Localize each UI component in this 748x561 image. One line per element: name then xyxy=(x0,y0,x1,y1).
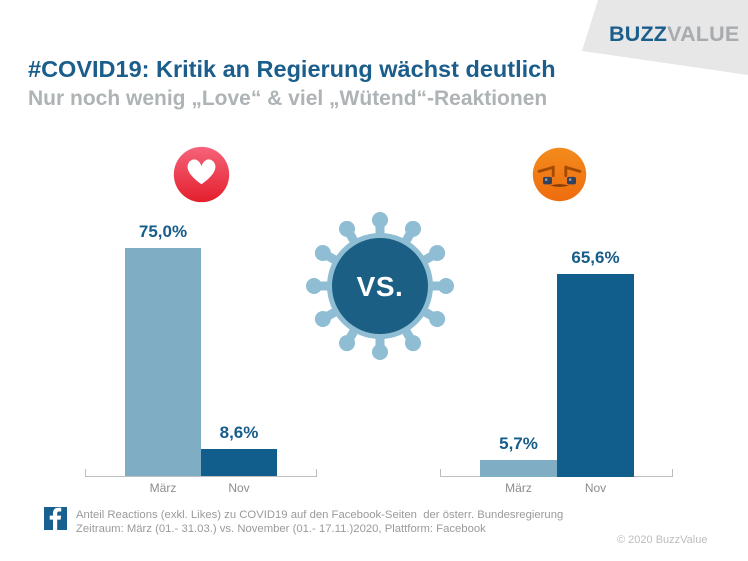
svg-text:VS.: VS. xyxy=(357,271,404,302)
